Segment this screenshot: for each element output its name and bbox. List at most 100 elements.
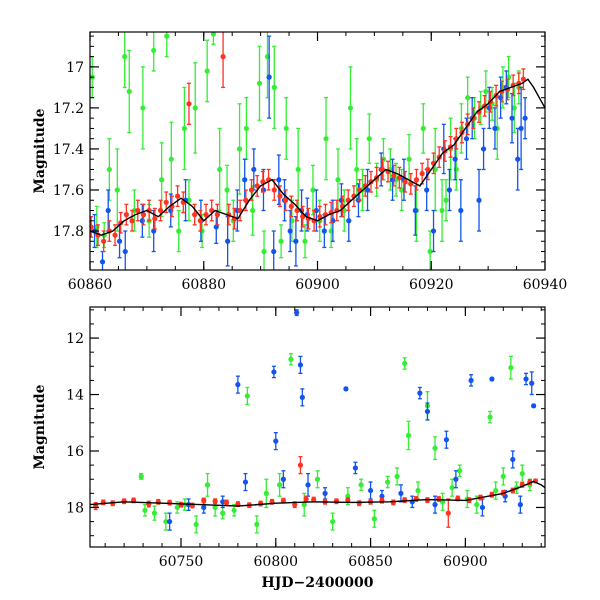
data-point: [446, 187, 453, 193]
data-point: [254, 183, 260, 189]
data-point: [310, 187, 316, 193]
bottom-model-curve: [90, 480, 545, 507]
data-point: [500, 473, 506, 480]
top-plot-area: [90, 32, 545, 270]
data-point: [509, 115, 515, 121]
data-point: [391, 173, 397, 179]
data-point: [419, 170, 425, 177]
data-point: [243, 197, 249, 203]
data-point: [223, 499, 230, 505]
data-point: [402, 179, 408, 185]
data-point: [163, 518, 169, 525]
data-point: [522, 115, 528, 121]
data-point: [138, 473, 144, 480]
data-point: [364, 187, 371, 193]
x-tick-label: 60750: [159, 554, 204, 570]
data-point: [493, 487, 499, 494]
data-point: [453, 476, 459, 482]
data-point: [106, 166, 112, 173]
data-point: [139, 218, 145, 224]
data-point: [453, 166, 459, 173]
data-point: [101, 238, 107, 244]
data-point: [515, 156, 521, 162]
bottom-series-green: [138, 352, 533, 534]
data-point: [402, 360, 408, 367]
data-point: [260, 179, 266, 185]
data-point: [204, 68, 210, 74]
data-point: [398, 490, 404, 496]
data-point: [508, 365, 514, 371]
data-point: [367, 487, 374, 494]
data-point: [311, 496, 317, 503]
data-point: [273, 438, 279, 444]
data-point: [122, 54, 128, 60]
data-point: [520, 76, 526, 82]
data-point: [176, 228, 182, 234]
x-tick-label: 60860: [68, 277, 113, 293]
data-point: [174, 504, 180, 511]
data-point: [321, 228, 327, 234]
data-point: [263, 490, 269, 496]
data-point: [452, 156, 458, 162]
data-point: [294, 310, 300, 316]
data-point: [379, 493, 385, 499]
bottom-plot-area: [90, 309, 545, 534]
data-point: [492, 125, 498, 132]
data-point: [114, 187, 120, 193]
x-tick-label: 60900: [295, 277, 340, 293]
data-point: [385, 479, 391, 485]
top-frame: [89, 31, 546, 271]
data-point: [420, 125, 426, 132]
data-point: [529, 380, 535, 386]
data-point: [271, 84, 277, 90]
data-point: [476, 197, 482, 203]
data-point: [292, 502, 298, 508]
data-point: [330, 518, 336, 525]
data-point: [297, 362, 304, 368]
data-point: [126, 88, 132, 95]
x-tick-label: 60850: [348, 554, 393, 570]
data-point: [283, 197, 289, 203]
y-tick-label: 12: [66, 331, 84, 347]
data-point: [405, 432, 412, 439]
data-point: [303, 496, 309, 502]
data-point: [271, 369, 277, 375]
data-point: [301, 502, 307, 508]
data-point: [168, 156, 174, 162]
data-point: [167, 500, 173, 506]
data-point: [213, 224, 219, 230]
data-point: [212, 498, 218, 504]
data-point: [523, 376, 529, 382]
data-point: [352, 465, 359, 471]
data-point: [399, 187, 405, 193]
data-point: [486, 105, 492, 111]
data-point: [242, 479, 249, 485]
data-point: [236, 146, 243, 152]
x-tick-label: 60940: [523, 277, 568, 293]
x-tick-label: 60900: [443, 554, 488, 570]
data-point: [192, 105, 198, 111]
data-point: [518, 125, 524, 132]
data-point: [354, 166, 360, 173]
data-point: [394, 473, 400, 480]
data-point: [288, 356, 294, 362]
data-point: [305, 482, 311, 488]
data-point: [280, 476, 286, 482]
data-point: [531, 403, 537, 409]
data-point: [242, 177, 248, 183]
data-point: [152, 216, 158, 222]
data-point: [276, 177, 282, 183]
data-point: [406, 156, 412, 162]
y-tick-label: 17.8: [53, 224, 84, 240]
top-series-blue: [91, 35, 528, 270]
bottom-series-red: [93, 455, 539, 528]
data-point: [271, 248, 277, 255]
data-point: [159, 177, 165, 183]
data-point: [412, 207, 418, 214]
data-point: [135, 207, 141, 214]
data-point: [248, 187, 255, 193]
data-point: [465, 95, 471, 101]
data-point: [510, 456, 516, 463]
data-point: [140, 105, 146, 111]
